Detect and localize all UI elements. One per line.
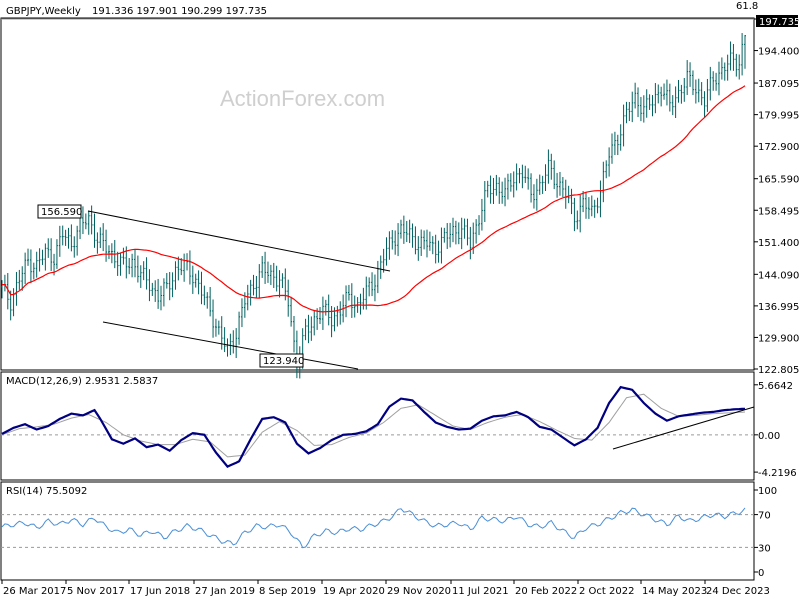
time-tick-label: 29 Nov 2020 — [387, 586, 451, 597]
rsi-tick-label: 70 — [758, 511, 771, 522]
price-tick-label: 165.590 — [758, 175, 799, 186]
time-tick-label: 24 Dec 2023 — [706, 586, 770, 597]
moving-average-line — [2, 85, 746, 313]
macd-line — [1, 385, 746, 468]
price-panel-frame — [0, 17, 755, 371]
annotation-high-label: 156.590 — [41, 207, 82, 218]
time-axis: 26 Mar 2017 5 Nov 2017 17 Jun 2018 27 Jan 2… — [1, 580, 770, 597]
time-tick-label: 17 Jun 2018 — [130, 586, 190, 597]
price-tick-label: 136.995 — [758, 302, 799, 313]
ohlc-label: 191.336 197.901 190.299 197.735 — [92, 6, 267, 17]
rsi-panel-frame — [0, 481, 755, 581]
rsi-tick-label: 30 — [758, 543, 771, 554]
price-tick-label: 122.805 — [758, 365, 799, 376]
current-price-label: 197.735 — [759, 17, 800, 28]
price-tick-label: 158.495 — [758, 206, 799, 217]
price-candles — [1, 33, 746, 379]
time-tick-label: 19 Apr 2020 — [323, 586, 385, 597]
rsi-axis: 100 70 30 0 — [1, 486, 777, 579]
time-tick-label: 8 Sep 2019 — [259, 586, 316, 597]
annotation-low: 123.940 — [259, 353, 304, 368]
time-tick-label: 5 Nov 2017 — [67, 586, 125, 597]
rsi-title: RSI(14) 75.5092 — [6, 486, 87, 497]
lower-channel-line — [102, 321, 359, 370]
rsi-tick-label: 100 — [758, 486, 777, 497]
macd-axis: 5.6642 0.00 -4.2196 — [754, 381, 797, 479]
price-tick-label: 144.090 — [758, 270, 799, 281]
price-tick-label: 194.400 — [758, 47, 799, 58]
fib-label: 61.8 — [736, 1, 758, 12]
annotation-high: 156.590 — [37, 204, 82, 219]
time-tick-label: 27 Jan 2019 — [195, 586, 255, 597]
time-tick-label: 14 May 2023 — [642, 586, 707, 597]
macd-tick-label: 5.6642 — [758, 381, 793, 392]
current-price-tag: 197.735 — [756, 15, 800, 28]
time-tick-label: 11 Jul 2021 — [452, 586, 509, 597]
macd-panel-frame — [0, 371, 755, 481]
price-tick-label: 129.900 — [758, 333, 799, 344]
price-tick-label: 151.400 — [758, 238, 799, 249]
chart-header: GBPJPY,Weekly 191.336 197.901 190.299 19… — [6, 1, 758, 17]
current-price-box — [756, 15, 798, 27]
annotation-low-label: 123.940 — [263, 356, 304, 367]
macd-tick-label: 0.00 — [758, 431, 780, 442]
price-tick-label: 187.095 — [758, 79, 799, 90]
symbol-label: GBPJPY,Weekly — [6, 6, 81, 17]
price-tick-label: 179.995 — [758, 111, 799, 122]
watermark: ActionForex.com — [220, 86, 385, 111]
rsi-tick-label: 0 — [758, 568, 764, 579]
rsi-line — [1, 507, 746, 549]
upper-channel-line — [87, 210, 391, 272]
macd-title: MACD(12,26,9) 2.9531 2.5837 — [6, 376, 158, 387]
macd-tick-label: -4.2196 — [758, 468, 797, 479]
price-tick-label: 172.900 — [758, 142, 799, 153]
macd-trendline — [612, 406, 755, 450]
time-tick-label: 26 Mar 2017 — [3, 586, 66, 597]
time-tick-label: 2 Oct 2022 — [579, 586, 634, 597]
macd-signal-line — [1, 393, 746, 458]
time-tick-label: 20 Feb 2022 — [515, 586, 577, 597]
